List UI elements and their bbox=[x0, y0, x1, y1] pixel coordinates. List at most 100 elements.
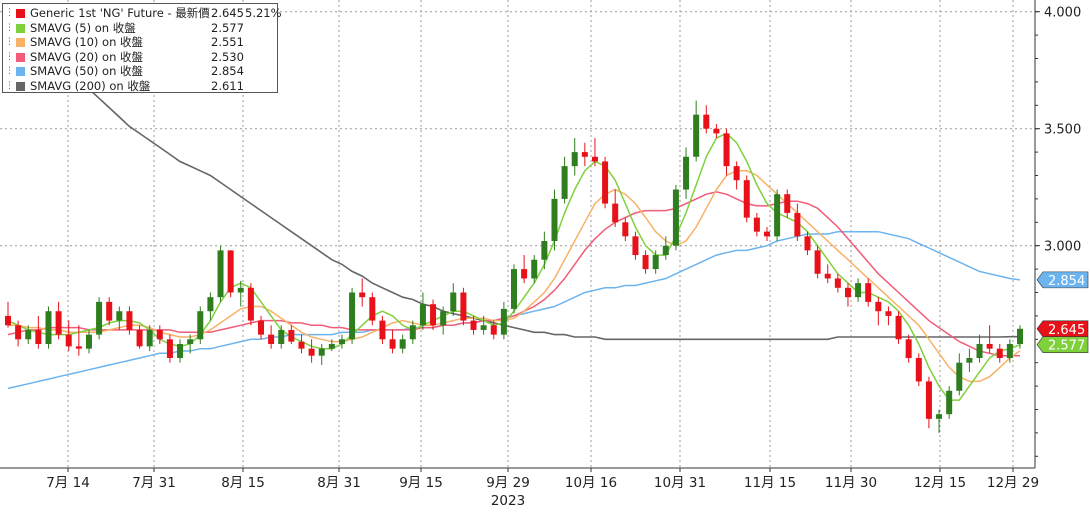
candle-down bbox=[268, 325, 275, 349]
candle-down bbox=[359, 278, 366, 307]
candle-body bbox=[440, 311, 447, 326]
candle-down bbox=[844, 283, 851, 307]
y-tick-label: 3.000 bbox=[1044, 240, 1081, 255]
candle-body bbox=[318, 348, 325, 356]
candle-body bbox=[936, 414, 943, 419]
legend-row-sma20[interactable]: ⋮ SMAVG (20) on 收盤 2.530 bbox=[5, 50, 277, 65]
candle-body bbox=[591, 156, 598, 162]
candle-body bbox=[187, 339, 194, 344]
candle-up bbox=[237, 280, 244, 307]
legend-swatch bbox=[16, 9, 25, 18]
candle-body bbox=[278, 329, 285, 344]
candle-body bbox=[1017, 328, 1023, 344]
candle-down bbox=[247, 283, 254, 326]
value-tag-label: 2.645 bbox=[1048, 323, 1085, 338]
legend-value: 2.645 bbox=[211, 6, 244, 20]
legend-row-sma50[interactable]: ⋮ SMAVG (50) on 收盤 2.854 bbox=[5, 64, 277, 79]
candle-down bbox=[753, 212, 760, 237]
candle-up bbox=[96, 297, 103, 340]
candle-body bbox=[15, 325, 22, 340]
legend-label: SMAVG (50) on 收盤 bbox=[30, 64, 144, 78]
legend-change: 5.21% bbox=[245, 6, 282, 20]
candle-down bbox=[521, 255, 528, 284]
candle-down bbox=[794, 203, 801, 242]
candle-body bbox=[227, 250, 234, 293]
candle-down bbox=[925, 376, 932, 429]
candle-body bbox=[784, 194, 791, 213]
candle-down bbox=[470, 315, 477, 335]
legend-row-sma200[interactable]: ⋮ SMAVG (200) on 收盤 2.611 bbox=[5, 79, 277, 94]
candle-body bbox=[581, 152, 588, 157]
x-tick-label: 8月 31 bbox=[317, 475, 361, 491]
candle-body bbox=[996, 348, 1003, 359]
value-tag: 2.854 bbox=[1036, 271, 1089, 289]
candle-down bbox=[591, 138, 598, 167]
candle-down bbox=[875, 297, 882, 326]
legend-row-sma5[interactable]: ⋮ SMAVG (5) on 收盤 2.577 bbox=[5, 21, 277, 36]
candle-body bbox=[652, 255, 659, 270]
legend-row-sma10[interactable]: ⋮ SMAVG (10) on 收盤 2.551 bbox=[5, 35, 277, 50]
candle-up bbox=[440, 306, 447, 335]
y-tick-label: 3.500 bbox=[1044, 123, 1081, 138]
candle-down bbox=[814, 245, 821, 279]
candle-down bbox=[106, 297, 113, 326]
candle-down bbox=[804, 231, 811, 256]
candle-up bbox=[45, 306, 52, 349]
candle-body bbox=[25, 329, 32, 340]
candle-up bbox=[187, 334, 194, 354]
candle-down bbox=[895, 311, 902, 344]
candle-body bbox=[672, 189, 679, 246]
candle-body bbox=[207, 297, 214, 312]
x-year-label: 2023 bbox=[491, 493, 525, 509]
candle-body bbox=[106, 301, 113, 321]
candle-up bbox=[571, 138, 578, 176]
candle-down bbox=[227, 250, 234, 298]
sma10-line bbox=[8, 170, 1021, 383]
value-tag-label: 2.577 bbox=[1048, 339, 1085, 354]
candle-up bbox=[338, 334, 345, 349]
candle-down bbox=[824, 264, 831, 284]
chart-legend[interactable]: ⋮ Generic 1st 'NG' Future - 最新價 2.645 5.… bbox=[2, 3, 282, 94]
legend-row-price[interactable]: ⋮ Generic 1st 'NG' Future - 最新價 2.645 5.… bbox=[5, 6, 282, 21]
candle-body bbox=[166, 339, 173, 359]
candle-up bbox=[855, 278, 862, 302]
candle-down bbox=[723, 128, 730, 176]
legend-handle-icon: ⋮ bbox=[5, 22, 14, 33]
candle-up bbox=[966, 348, 973, 373]
candle-body bbox=[349, 292, 356, 340]
x-tick-label: 12月 29 bbox=[987, 475, 1039, 491]
candle-down bbox=[733, 161, 740, 190]
candle-body bbox=[814, 250, 821, 274]
candle-body bbox=[683, 156, 690, 190]
candle-body bbox=[5, 315, 11, 326]
candle-body bbox=[521, 269, 528, 279]
candle-down bbox=[369, 292, 376, 326]
candle-body bbox=[865, 283, 872, 302]
candle-body bbox=[328, 343, 335, 349]
candle-body bbox=[217, 250, 224, 298]
candle-body bbox=[85, 334, 92, 349]
legend-label: Generic 1st 'NG' Future - 最新價 bbox=[30, 6, 210, 20]
candle-down bbox=[632, 231, 639, 260]
value-tag: 2.577 bbox=[1036, 336, 1089, 354]
candle-body bbox=[693, 114, 700, 157]
candle-body bbox=[804, 236, 811, 251]
candle-body bbox=[895, 315, 902, 340]
candle-body bbox=[55, 311, 62, 335]
candle-body bbox=[419, 304, 426, 326]
candle-down bbox=[713, 124, 720, 139]
candle-body bbox=[541, 241, 548, 260]
legend-swatch bbox=[16, 81, 25, 91]
candle-body bbox=[885, 311, 892, 316]
candle-body bbox=[96, 301, 103, 335]
candle-up bbox=[217, 245, 224, 302]
candle-down bbox=[126, 306, 133, 335]
candle-up bbox=[25, 325, 32, 344]
candle-up bbox=[946, 386, 953, 419]
candle-down bbox=[308, 339, 315, 363]
value-tag-label: 2.854 bbox=[1048, 274, 1085, 289]
candle-body bbox=[359, 292, 366, 298]
